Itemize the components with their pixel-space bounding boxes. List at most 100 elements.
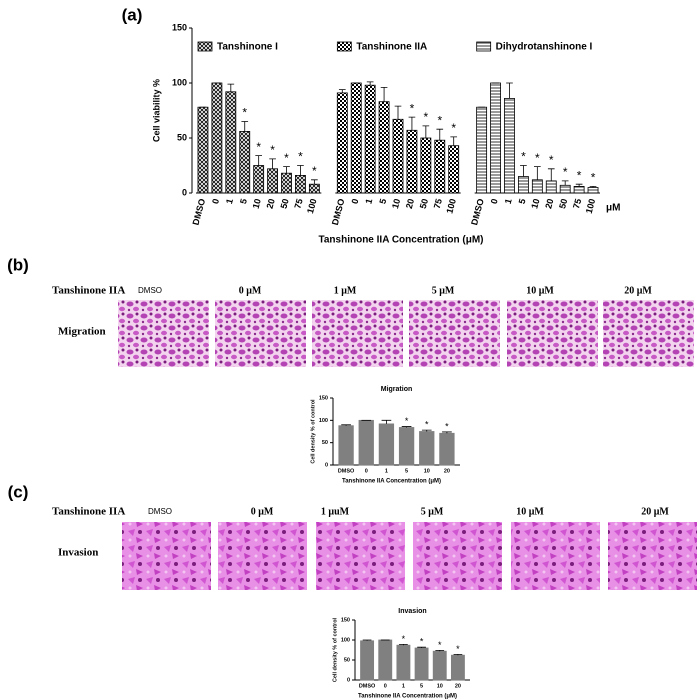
significance: * [577,168,582,182]
error-bar [547,168,555,181]
bar [378,101,390,194]
micrograph [507,300,598,367]
image-label: 1 μM [334,285,357,296]
y-tick-label: 50 [177,132,187,142]
error-bar [417,646,426,648]
micrograph [312,300,403,367]
significance: * [437,113,442,127]
image-label: DMSO [138,286,162,295]
significance: * [420,637,424,647]
chart-title: Invasion [398,608,426,615]
row-label: Migration [58,326,106,338]
x-tick-label: DMSO [359,683,376,689]
error-bar [561,180,569,186]
significance: * [298,150,303,164]
micrograph [413,522,502,590]
significance: * [563,165,568,179]
legend-swatch [336,41,352,52]
image-label: 20 μM [641,506,669,517]
error-bar [362,639,372,641]
significance: * [410,101,415,115]
significance: * [242,106,247,120]
image-label: 1 μuM [321,506,350,517]
bar [450,654,465,681]
bar [253,165,265,194]
significance: * [445,421,449,431]
bar [419,431,435,466]
legend-label: Tanshinone I [217,42,278,53]
error-bar [421,429,432,432]
x-tick-label: 20 [404,198,416,210]
chart-title: Migration [381,386,413,393]
error-bar [399,644,408,646]
bar [211,82,223,194]
y-axis-label: Cell viability % [151,79,161,142]
bar [350,82,362,194]
significance: * [451,121,456,135]
x-tick-label: 20 [543,198,555,210]
bar [398,427,415,466]
x-unit: μM [606,203,620,214]
bar [490,82,501,194]
bar [432,650,447,681]
bar [414,647,429,681]
bar [420,137,432,194]
x-axis-label: Tanshinone IIA Concentration (μM) [319,235,484,246]
significance: * [424,110,429,124]
bar [197,106,209,194]
error-bar [520,165,527,177]
significance: * [405,416,409,426]
micrograph [118,300,209,367]
bar [434,139,446,194]
error-bar [269,158,276,169]
x-tick-label: DMSO [330,198,347,227]
error-bar [381,419,392,424]
x-tick-label: 100 [444,198,458,215]
x-tick-label: 0 [384,683,387,689]
x-tick-label: 20 [265,198,277,210]
image-label: 0 μM [251,506,274,517]
x-axis-label: Tanshinone IIA Concentration (μM) [342,479,441,485]
error-bar [338,89,346,93]
error-bar [283,166,290,174]
legend-label: Dihydrotanshinone I [496,42,593,53]
y-tick-label: 150 [319,395,328,401]
treatment-label: Tanshinone IIA [52,285,125,297]
x-tick-label: DMSO [469,198,486,227]
micrograph [511,522,600,590]
x-tick-label: 50 [278,198,290,210]
micrograph [409,300,500,367]
bar [338,425,354,466]
x-tick-label: 75 [432,198,444,210]
error-bar [241,121,249,132]
bar [358,419,374,466]
x-axis-label: Tanshinone IIA Concentration (μM) [358,694,457,700]
error-bar [506,82,513,99]
legend-swatch [476,41,492,52]
error-bar [436,128,444,141]
legend-label: Tanshinone IIA [356,42,427,53]
bar [239,130,251,194]
micrograph [218,522,307,590]
x-tick-label: 100 [584,198,598,215]
bar [378,423,395,466]
error-bar [394,105,402,120]
bar [406,129,418,194]
x-tick-label: 0 [365,468,368,474]
x-tick-label: 100 [305,198,319,215]
x-tick-label: 20 [444,468,450,474]
x-tick-label: 10 [390,198,402,210]
error-bar [341,424,351,426]
bar [336,92,348,194]
x-tick-label: 75 [292,198,304,210]
panel-label: (a) [122,5,143,24]
significance: * [438,640,442,650]
x-tick-label: 5 [517,198,528,205]
error-bar [450,136,458,146]
bar [545,180,557,194]
x-tick-label: 1 [402,683,405,689]
significance: * [256,140,261,154]
bar [225,91,237,194]
y-tick-label: 0 [182,187,187,197]
image-label: 10 μM [516,506,544,517]
